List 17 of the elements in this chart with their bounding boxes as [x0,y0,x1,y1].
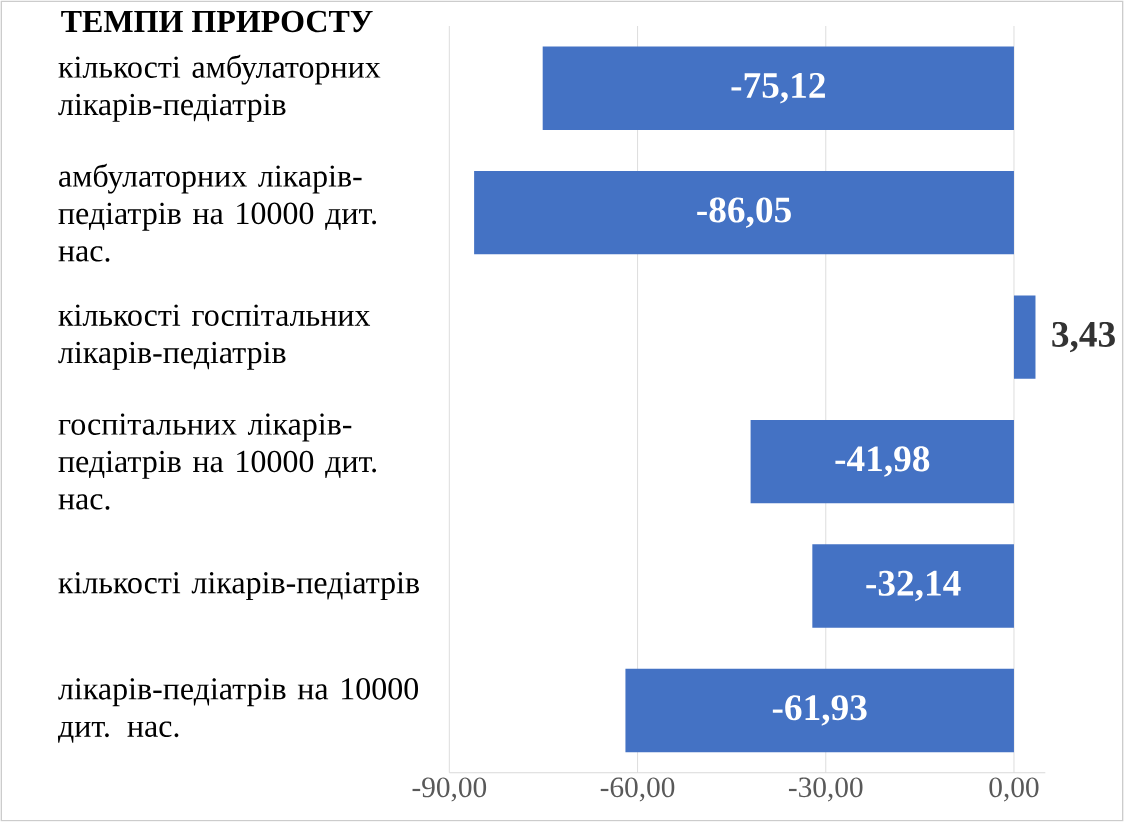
data-label: 3,43 [1052,321,1115,353]
x-tick-label: -90,00 [412,777,487,802]
data-label: -86,05 [697,197,791,228]
data-label: -61,93 [772,695,867,726]
data-label: -75,12 [731,72,825,104]
y-tick-label: госпітальних лікарів-педіатрів на 10000 дит. нас. [58,413,377,510]
y-tick-label: амбулаторних лікарів-педіатрів на 10000 дит. нас. [58,163,377,262]
x-tick-label: 0,00 [989,777,1039,802]
y-tick-label: кількості лікарів-педіатрів [58,572,419,601]
y-tick-label: кількості госпітальних лікарів-педіатрів [58,304,371,370]
chart-title: ТЕМПИ ПРИРОСТУ [61,10,373,33]
x-tick-label: -30,00 [788,777,863,802]
y-tick-label: кількості амбулаторних лікарів-педіатрів [58,54,381,122]
x-tick-label: -60,00 [600,777,675,802]
data-label: -32,14 [866,570,961,602]
data-label: -41,98 [835,446,930,477]
y-tick-label: лікарів-педіатрів на 10000 дит. нас. [57,678,419,743]
